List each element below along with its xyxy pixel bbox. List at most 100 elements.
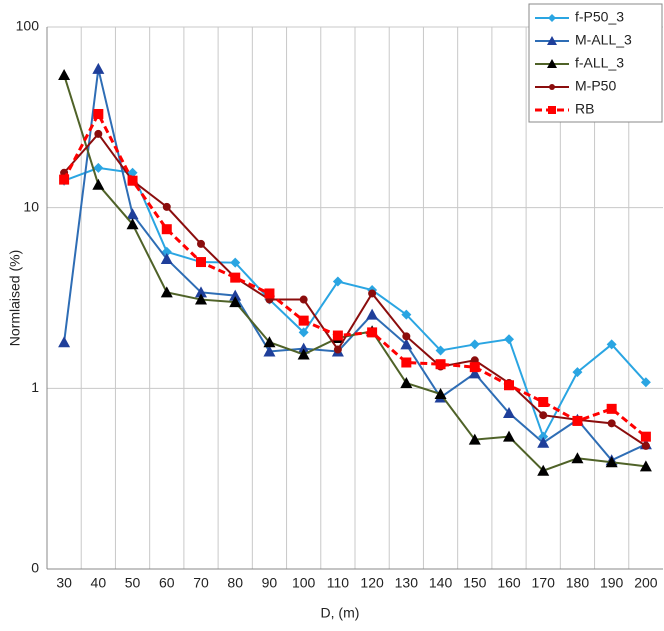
y-tick-label: 0: [31, 560, 39, 576]
x-tick-label: 30: [56, 575, 72, 591]
marker: [229, 289, 242, 301]
marker: [503, 430, 515, 442]
marker: [332, 276, 343, 287]
marker: [605, 456, 618, 468]
marker: [297, 342, 310, 354]
x-tick-label: 40: [91, 575, 107, 591]
marker: [126, 218, 139, 230]
legend-label: f-P50_3: [575, 9, 624, 25]
marker: [299, 295, 308, 304]
marker: [640, 377, 651, 388]
marker: [264, 288, 275, 299]
marker: [607, 419, 616, 428]
x-tick-label: 110: [327, 575, 350, 591]
marker: [572, 415, 583, 426]
marker: [549, 84, 555, 90]
x-tick-label: 130: [395, 575, 419, 591]
marker: [606, 403, 617, 414]
marker: [468, 367, 481, 379]
marker: [547, 59, 557, 68]
marker: [263, 345, 276, 357]
marker: [263, 336, 276, 348]
marker: [59, 174, 70, 185]
marker: [368, 289, 377, 298]
marker: [639, 460, 652, 472]
marker: [435, 359, 446, 370]
marker: [469, 339, 480, 350]
x-tick-label: 120: [360, 575, 384, 591]
marker: [547, 36, 557, 45]
marker: [93, 108, 104, 119]
marker: [572, 367, 583, 378]
x-tick-label: 180: [566, 575, 590, 591]
marker: [332, 330, 343, 341]
x-tick-label: 50: [125, 575, 141, 591]
marker: [58, 336, 71, 348]
marker: [93, 162, 104, 173]
marker: [548, 106, 556, 114]
marker: [402, 332, 411, 341]
x-tick-label: 200: [634, 575, 658, 591]
marker: [229, 296, 242, 308]
marker: [400, 338, 413, 350]
marker: [468, 433, 481, 445]
series-line: [63, 166, 647, 440]
marker: [606, 339, 617, 350]
marker: [195, 293, 207, 305]
x-tick-label: 100: [292, 575, 316, 591]
marker: [230, 272, 241, 283]
legend-label: M-P50: [575, 78, 616, 94]
y-tick-label: 100: [16, 18, 40, 34]
marker: [537, 464, 550, 476]
series-line: [63, 132, 647, 447]
marker: [92, 178, 105, 190]
marker: [571, 452, 584, 464]
marker: [548, 14, 556, 22]
marker: [126, 208, 139, 220]
marker: [298, 327, 309, 338]
marker: [640, 431, 651, 442]
x-tick-label: 140: [429, 575, 453, 591]
marker: [333, 345, 342, 354]
marker: [401, 309, 412, 320]
x-tick-label: 170: [532, 575, 556, 591]
marker: [434, 388, 447, 400]
marker: [94, 129, 103, 138]
legend-label: RB: [575, 101, 594, 117]
marker: [197, 239, 205, 248]
marker: [539, 411, 548, 420]
x-tick-label: 60: [159, 575, 175, 591]
x-tick-label: 160: [497, 575, 521, 591]
legend-label: M-ALL_3: [575, 32, 632, 48]
marker: [435, 345, 446, 356]
x-tick-label: 190: [600, 575, 624, 591]
marker: [367, 327, 378, 338]
x-axis-label: D, (m): [321, 605, 360, 621]
marker: [400, 377, 413, 389]
marker: [537, 436, 550, 448]
marker: [504, 380, 514, 391]
marker: [298, 315, 309, 326]
marker: [162, 202, 171, 211]
marker: [538, 431, 549, 442]
marker: [538, 397, 549, 408]
marker: [503, 407, 515, 419]
marker: [297, 348, 310, 360]
marker: [195, 286, 207, 298]
legend-label: f-ALL_3: [575, 55, 624, 71]
x-tick-label: 150: [463, 575, 487, 591]
marker: [160, 286, 173, 298]
marker: [161, 224, 172, 235]
marker: [366, 308, 379, 320]
marker: [230, 257, 241, 268]
marker: [504, 334, 514, 345]
marker: [196, 257, 206, 268]
marker: [92, 62, 105, 74]
marker: [58, 69, 71, 81]
marker: [401, 357, 412, 368]
x-tick-label: 90: [262, 575, 278, 591]
marker: [641, 441, 650, 450]
series-line: [62, 110, 647, 438]
y-tick-label: 10: [23, 198, 39, 214]
